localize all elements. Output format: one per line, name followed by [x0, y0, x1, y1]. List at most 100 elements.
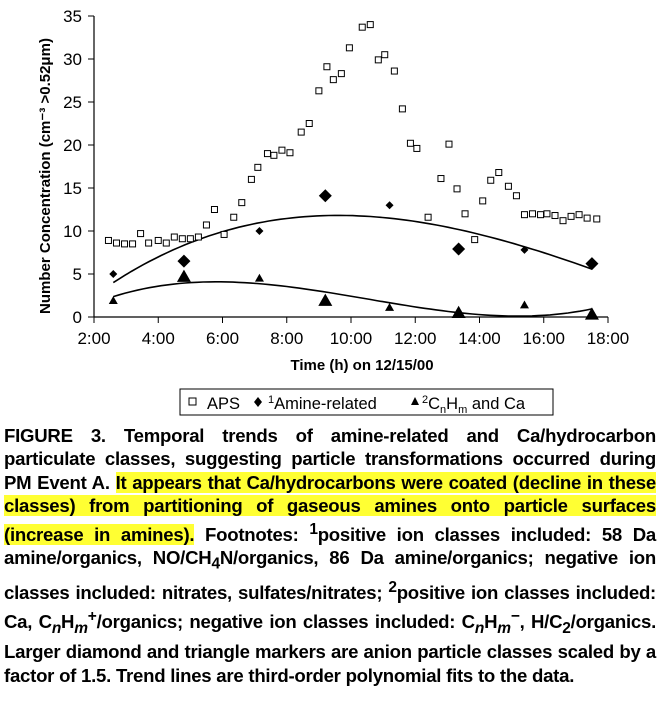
x-tick-label: 6:00 — [206, 329, 239, 348]
y-tick-label: 10 — [63, 222, 82, 241]
aps-point — [121, 240, 129, 248]
y-axis-label: Number Concentration (cm⁻³ >0.52μm) — [37, 38, 54, 314]
caption-sub: m — [497, 619, 511, 637]
legend: APS 1Amine-related 2CnHm and Ca — [179, 388, 554, 416]
aps-point — [220, 230, 228, 238]
caption-text: /organics. Larger diamond and triangle m… — [4, 611, 656, 686]
x-tick-label: 14:00 — [458, 329, 501, 348]
ca-point — [519, 300, 529, 309]
aps-point — [559, 217, 567, 225]
amine-point — [255, 227, 264, 235]
x-tick-label: 18:00 — [587, 329, 630, 348]
amine-point — [177, 254, 191, 268]
aps-point — [479, 197, 487, 205]
aps-point — [543, 210, 551, 218]
caption-sub: n — [51, 619, 62, 637]
x-tick-label: 16:00 — [522, 329, 565, 348]
ca-point — [451, 305, 466, 318]
aps-point — [263, 150, 271, 158]
aps-point — [437, 175, 445, 183]
amine-point — [385, 201, 394, 210]
aps-point — [337, 70, 345, 78]
caption-text: positive ion classes included: Ca, C — [4, 582, 656, 633]
amine-point — [520, 245, 529, 254]
aps-point — [504, 182, 512, 190]
aps-point — [453, 185, 461, 193]
trend-line — [113, 281, 593, 317]
aps-point — [390, 67, 398, 75]
aps-point — [512, 192, 520, 200]
amine-point — [585, 257, 599, 271]
aps-point — [270, 151, 278, 159]
aps-point — [471, 236, 479, 244]
aps-point — [520, 211, 528, 219]
caption-sub: n — [474, 619, 485, 637]
aps-point — [278, 146, 286, 154]
aps-point — [461, 210, 469, 218]
aps-point — [593, 215, 601, 223]
aps-point — [129, 240, 137, 248]
ca-point — [584, 307, 599, 320]
aps-point — [178, 235, 186, 243]
aps-point — [210, 206, 218, 213]
amine-point — [452, 242, 466, 256]
legend-ca-marker — [411, 397, 419, 405]
caption-text: H — [61, 611, 75, 633]
caption-text: N/organics, 86 Da amine/organics; negati… — [4, 547, 657, 604]
aps-point — [186, 235, 194, 243]
aps-point — [413, 144, 421, 152]
caption-text: Footnotes: — [194, 523, 310, 545]
y-tick-label: 5 — [73, 265, 82, 284]
legend-aps-label: APS — [207, 395, 240, 413]
ca-point — [254, 273, 264, 282]
aps-point — [230, 213, 238, 221]
aps-point — [398, 105, 406, 113]
aps-point — [567, 212, 575, 220]
legend-amine-label: 1Amine-related — [268, 394, 377, 413]
x-tick-label: 10:00 — [330, 329, 373, 348]
data-markers — [104, 21, 601, 320]
aps-point — [305, 120, 313, 127]
aps-point — [329, 76, 337, 84]
caption-text: H — [484, 611, 498, 633]
aps-point — [162, 239, 170, 247]
aps-point — [154, 236, 162, 244]
aps-point — [170, 233, 178, 241]
aps-point — [238, 199, 246, 207]
legend-box — [179, 388, 554, 416]
y-tick-label: 25 — [63, 93, 82, 112]
caption-text: /organics; negative ion classes included… — [96, 611, 476, 633]
aps-point — [137, 230, 145, 238]
caption-sub: 2 — [562, 619, 571, 637]
aps-point — [575, 211, 583, 219]
legend-ca-label: 2CnHm and Ca — [422, 394, 526, 416]
x-tick-label: 2:00 — [77, 329, 110, 348]
aps-point — [247, 175, 255, 183]
ca-point — [385, 303, 395, 311]
aps-point — [254, 163, 262, 171]
scatter-chart: 0 5 10 15 20 25 30 35 2:00 4:00 6:00 8:00 10:00 12:0… — [37, 7, 630, 416]
aps-point — [194, 233, 202, 241]
x-tick-label: 4:00 — [142, 329, 175, 348]
aps-point — [112, 239, 120, 247]
aps-point — [297, 128, 305, 136]
caption-text: , H/C — [519, 611, 563, 633]
caption-sup: 2 — [388, 579, 397, 597]
aps-point — [406, 139, 414, 147]
aps-point — [374, 56, 382, 64]
legend-aps-marker — [188, 397, 197, 406]
caption-sub: 4 — [211, 555, 220, 573]
ca-point — [108, 296, 118, 305]
aps-point — [537, 211, 545, 219]
legend-amine-marker — [254, 397, 262, 407]
aps-point — [345, 44, 353, 52]
aps-point — [202, 221, 210, 229]
ca-point — [176, 269, 191, 282]
y-tick-label: 35 — [63, 7, 82, 26]
aps-point — [445, 140, 453, 148]
caption-sub: m — [74, 619, 88, 637]
aps-point — [323, 63, 331, 71]
y-tick-label: 15 — [63, 179, 82, 198]
aps-point — [424, 213, 432, 221]
aps-point — [358, 23, 366, 31]
